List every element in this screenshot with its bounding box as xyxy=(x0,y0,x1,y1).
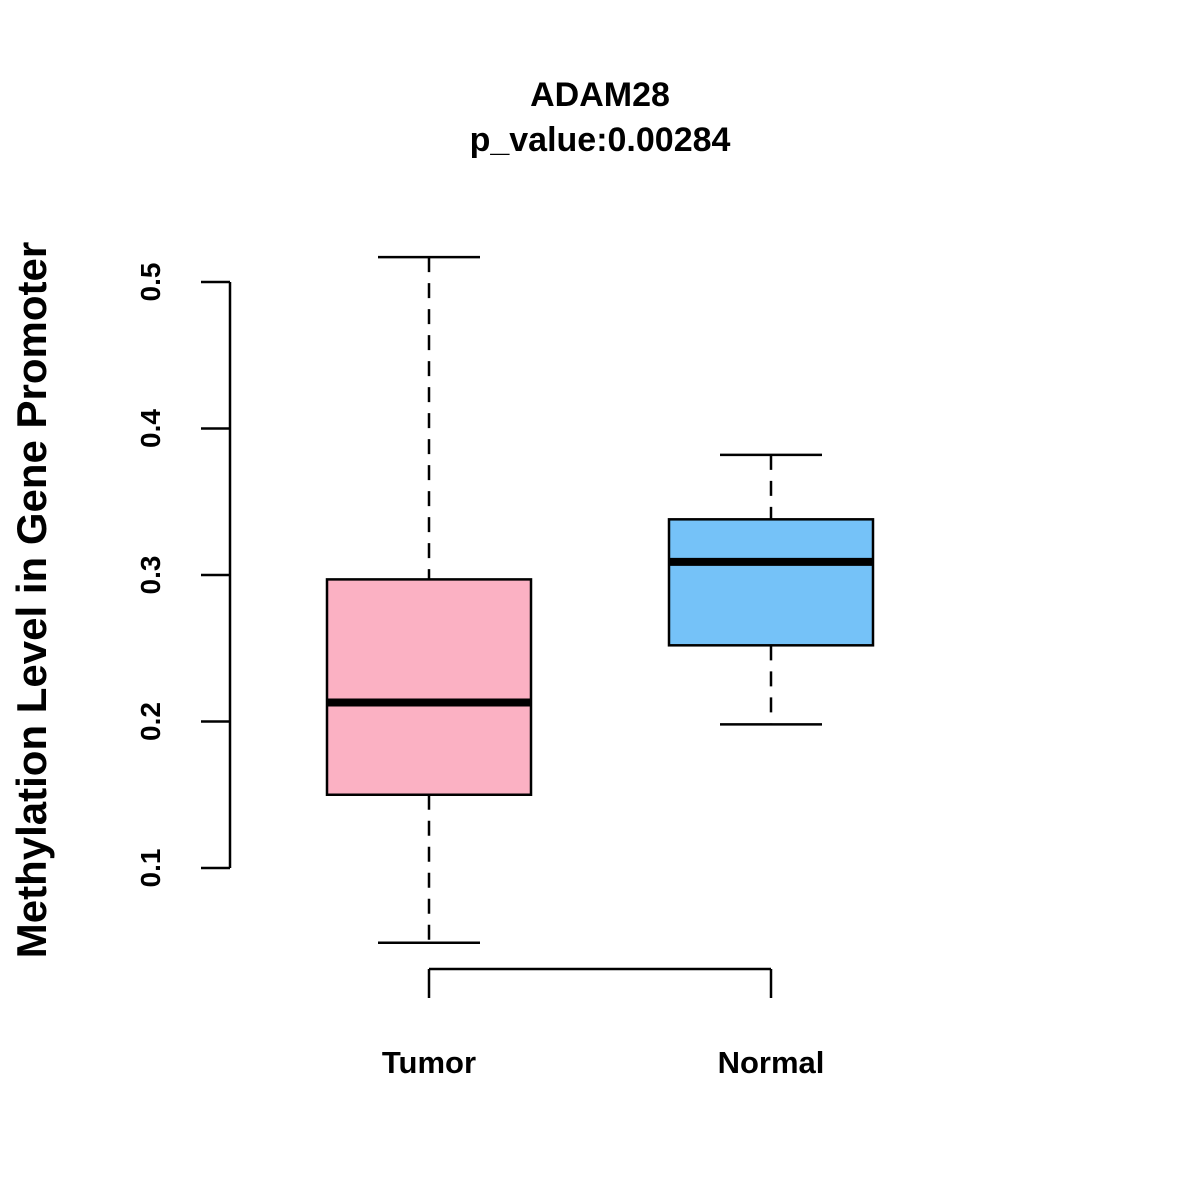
chart-title: ADAM28 xyxy=(530,76,670,114)
y-axis-label: Methylation Level in Gene Promoter xyxy=(8,242,55,958)
y-tick-label: 0.1 xyxy=(135,849,166,888)
x-tick-label: Tumor xyxy=(382,1045,476,1080)
iqr-box xyxy=(325,578,533,797)
boxes xyxy=(325,255,875,944)
x-tick-label: Normal xyxy=(718,1045,825,1080)
y-tick-label: 0.3 xyxy=(135,556,166,595)
chart-subtitle: p_value:0.00284 xyxy=(470,121,731,159)
y-tick-label: 0.5 xyxy=(135,263,166,302)
box-normal xyxy=(667,453,875,726)
y-tick-label: 0.2 xyxy=(135,702,166,741)
box-tumor xyxy=(325,255,533,944)
y-tick-label: 0.4 xyxy=(135,409,166,448)
y-axis: 0.1 0.2 0.3 0.4 0.5 xyxy=(135,263,232,888)
iqr-box xyxy=(667,518,875,647)
x-axis: Tumor Normal xyxy=(382,967,825,1080)
